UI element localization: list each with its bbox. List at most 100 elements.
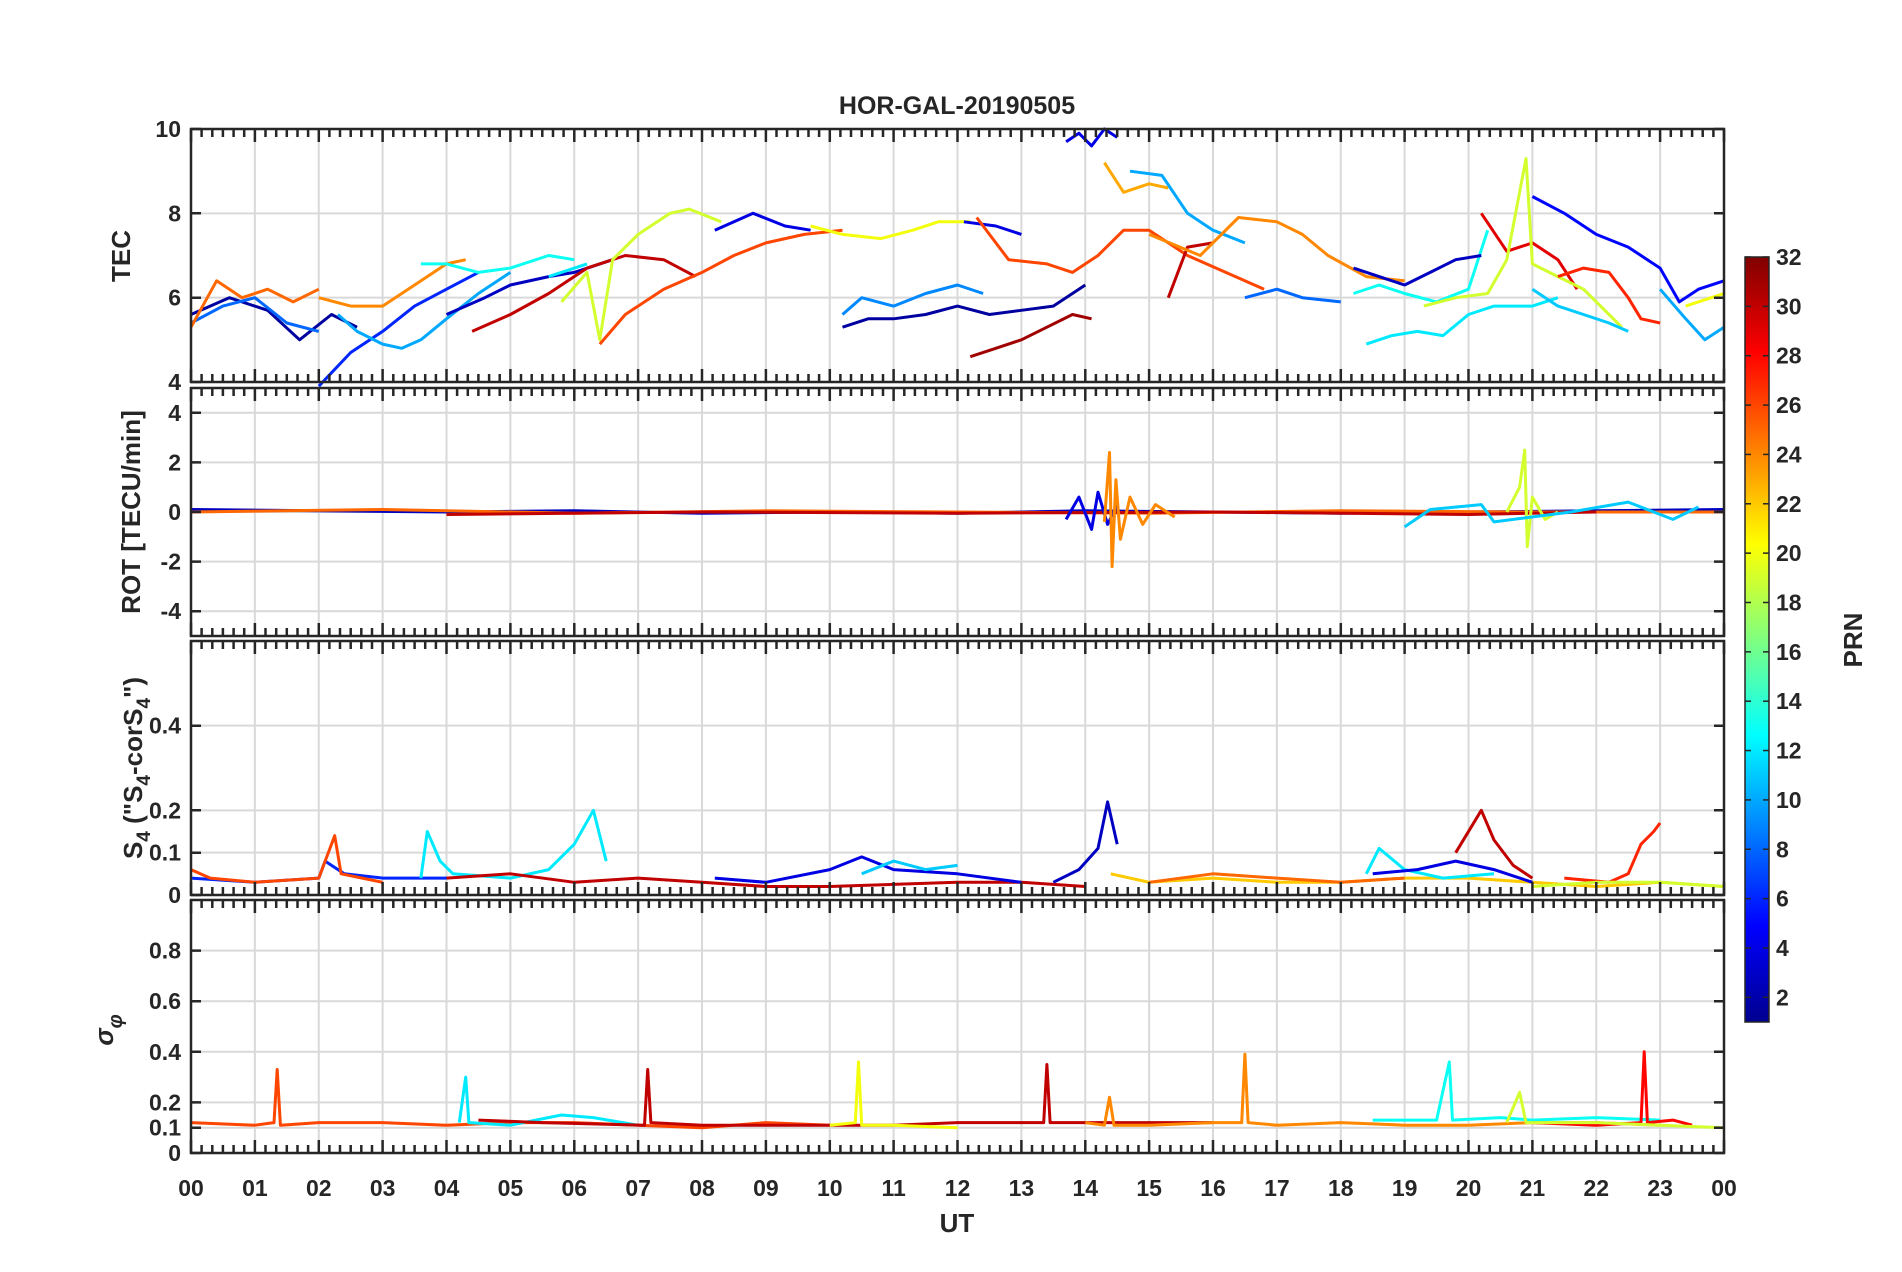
x-axis-label: UT xyxy=(940,1208,975,1238)
y-tick-label: 10 xyxy=(155,116,181,142)
x-tick-label: 12 xyxy=(945,1175,971,1201)
series-prn-24 xyxy=(1102,451,1176,569)
y-tick-label: 0.2 xyxy=(149,797,181,823)
panel-rot: -4 -2 0 2 4 xyxy=(161,386,1726,638)
x-tick-label: 04 xyxy=(434,1175,460,1201)
series-prn-30 xyxy=(1454,808,1534,880)
x-tick-label: 10 xyxy=(817,1175,843,1201)
x-tick-label: 08 xyxy=(689,1175,715,1201)
panel-tec: 4 6 8 10 xyxy=(155,116,1726,395)
series-prn-4 xyxy=(714,211,811,232)
colorbar-tick-label: 28 xyxy=(1776,343,1802,369)
y-tick-label: 4 xyxy=(168,369,181,395)
series-prn-19 xyxy=(1532,880,1725,888)
x-tick-label: 16 xyxy=(1200,1175,1226,1201)
panel-sigma: 00.10.2 0.4 0.6 0.8 xyxy=(149,898,1726,1166)
x-tick-label: 23 xyxy=(1647,1175,1673,1201)
x-axis-tick-labels: 00 01 02 03 04 05 06 07 08 09 10 11 12 13 14 15 16 17 18 19… xyxy=(178,1175,1737,1201)
y-tick-label: 4 xyxy=(168,400,181,426)
colorbar-tick-label: 16 xyxy=(1776,639,1802,665)
axis-ticks xyxy=(189,388,1726,636)
series-prn-12 xyxy=(548,262,588,279)
colorbar-tick-label: 12 xyxy=(1776,738,1802,764)
series-prn-25 xyxy=(1148,872,1405,884)
series-prn-12 xyxy=(1365,296,1559,346)
x-tick-label: 03 xyxy=(370,1175,396,1201)
series-prn-3 xyxy=(445,258,614,316)
x-tick-label: 14 xyxy=(1072,1175,1098,1201)
y-tick-label: 2 xyxy=(168,449,181,475)
series-prn-19 xyxy=(1505,448,1559,549)
colorbar-tick-label: 30 xyxy=(1776,293,1802,319)
series-prn-28 xyxy=(1532,1050,1693,1127)
y-tick-label: 6 xyxy=(168,285,181,311)
series-prn-20 xyxy=(1685,292,1725,308)
y-tick-label: 0.6 xyxy=(149,988,181,1014)
axis-ticks xyxy=(189,127,1726,384)
y-tick-label: 0 xyxy=(168,499,181,525)
colorbar-tick-label: 32 xyxy=(1776,244,1802,270)
series-prn-26 xyxy=(190,1068,830,1130)
series-prn-6 xyxy=(317,271,480,388)
series-prn-11 xyxy=(1403,500,1700,529)
x-tick-label: 01 xyxy=(242,1175,268,1201)
series-prn-24 xyxy=(1148,216,1405,283)
series-prn-24 xyxy=(318,258,467,308)
series-prn-30 xyxy=(446,872,1086,888)
series-prn-30 xyxy=(1166,241,1214,299)
x-tick-label: 07 xyxy=(625,1175,651,1201)
x-tick-label: 22 xyxy=(1583,1175,1609,1201)
series-prn-30 xyxy=(471,254,697,333)
colorbar-tick-label: 14 xyxy=(1776,688,1802,714)
axis-ticks xyxy=(189,900,1726,1155)
series-prn-4 xyxy=(1372,859,1533,884)
series-prn-11 xyxy=(1531,287,1629,333)
series-prn-2 xyxy=(190,296,358,342)
series-prn-8 xyxy=(190,296,320,333)
x-tick-label: 02 xyxy=(306,1175,332,1201)
series-prn-24 xyxy=(1085,1052,1661,1127)
x-tick-label: 00 xyxy=(1711,1175,1737,1201)
colorbar-tick-label: 2 xyxy=(1776,984,1789,1010)
colorbar-gradient xyxy=(1744,256,1770,1023)
series-prn-30 xyxy=(478,1063,1213,1127)
y-tick-label: -2 xyxy=(161,549,181,575)
y-tick-label: 0.4 xyxy=(149,1039,181,1065)
y-tick-label: 8 xyxy=(168,200,181,226)
series-prn-10 xyxy=(1658,288,1725,342)
series-prn-4 xyxy=(1064,490,1119,531)
y-axis-label-sigma: σφ xyxy=(89,1014,127,1045)
y-axis-label-rot: ROT [TECU/min] xyxy=(116,410,146,614)
y-axis-label-tec: TEC xyxy=(106,230,136,282)
x-tick-label: 20 xyxy=(1456,1175,1482,1201)
series-prn-19 xyxy=(1423,157,1623,329)
x-tick-label: 13 xyxy=(1009,1175,1035,1201)
x-tick-label: 11 xyxy=(881,1175,906,1201)
series-prn-10 xyxy=(336,271,512,350)
series-prn-19 xyxy=(1505,1090,1725,1130)
series-prn-13 xyxy=(420,254,575,274)
series-prn-12 xyxy=(457,1075,639,1127)
chart-title: HOR-GAL-20190505 xyxy=(839,92,1075,120)
series-prn-5 xyxy=(1531,195,1725,304)
series-prn-20 xyxy=(810,220,971,241)
series-prn-4 xyxy=(963,220,1022,236)
x-tick-label: 19 xyxy=(1392,1175,1418,1201)
colorbar-tick-label: 4 xyxy=(1776,935,1789,961)
colorbar-tick-label: 26 xyxy=(1776,392,1802,418)
x-tick-label: 18 xyxy=(1328,1175,1354,1201)
series-prn-10 xyxy=(1129,169,1246,245)
colorbar-tick-label: 20 xyxy=(1776,540,1802,566)
y-tick-label: 0.1 xyxy=(149,840,181,866)
series-prn-27 xyxy=(1557,266,1661,325)
colorbar-tick-label: 18 xyxy=(1776,589,1802,615)
x-tick-label: 06 xyxy=(561,1175,587,1201)
series-prn-13 xyxy=(1372,1060,1661,1122)
series-prn-2 xyxy=(842,283,1087,329)
x-tick-label: 00 xyxy=(178,1175,204,1201)
series-prn-23 xyxy=(1103,161,1169,194)
colorbar-tick-label: 6 xyxy=(1776,886,1789,912)
colorbar-tick-label: 10 xyxy=(1776,787,1802,813)
colorbar xyxy=(1744,256,1770,1023)
